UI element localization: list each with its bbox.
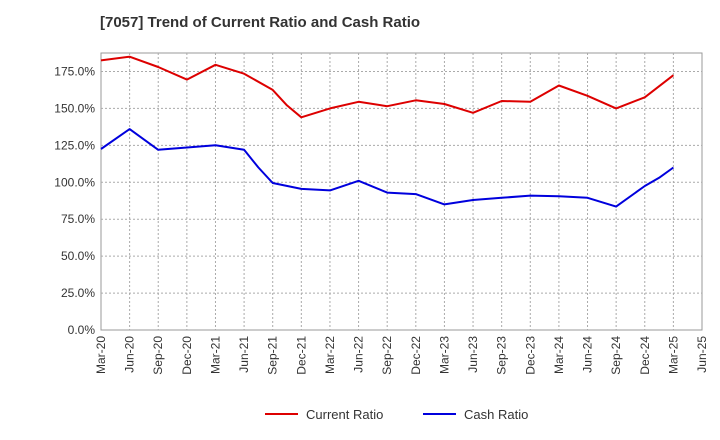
x-tick-label: Dec-23 [523,336,537,375]
y-tick-label: 0.0% [68,323,96,337]
y-tick-label: 125.0% [54,138,95,152]
x-tick-label: Sep-23 [495,336,509,375]
x-tick-label: Dec-20 [180,336,194,375]
legend-label-cash-ratio: Cash Ratio [464,407,528,422]
x-tick-label: Sep-20 [151,336,165,375]
x-tick-label: Jun-22 [352,336,366,373]
x-tick-label: Mar-23 [437,336,451,374]
x-tick-label: Dec-24 [638,336,652,375]
y-tick-label: 50.0% [61,249,95,263]
plot-frame [100,52,703,331]
x-tick-label: Mar-20 [94,336,108,374]
x-tick-label: Jun-20 [123,336,137,373]
y-tick-label: 100.0% [54,175,95,189]
x-tick-label: Mar-21 [208,336,222,374]
x-tick-label: Jun-21 [237,336,251,373]
x-tick-label: Jun-25 [695,336,709,373]
x-tick-label: Mar-22 [323,336,337,374]
x-tick-label: Sep-24 [609,336,623,375]
x-tick-label: Sep-21 [266,336,280,375]
x-tick-label: Sep-22 [380,336,394,375]
y-tick-label: 175.0% [54,64,95,78]
x-tick-label: Jun-23 [466,336,480,373]
y-tick-label: 150.0% [54,101,95,115]
x-tick-label: Mar-24 [552,336,566,374]
x-tick-label: Jun-24 [581,336,595,373]
x-tick-label: Mar-25 [666,336,680,374]
x-tick-label: Dec-21 [294,336,308,375]
series-line-cash-ratio [100,128,674,208]
y-tick-label: 75.0% [61,212,95,226]
series-line-current-ratio [100,55,675,119]
legend-label-current-ratio: Current Ratio [306,407,383,422]
chart-title: [7057] Trend of Current Ratio and Cash R… [100,14,421,31]
y-tick-label: 25.0% [61,286,95,300]
x-tick-label: Dec-22 [409,336,423,375]
